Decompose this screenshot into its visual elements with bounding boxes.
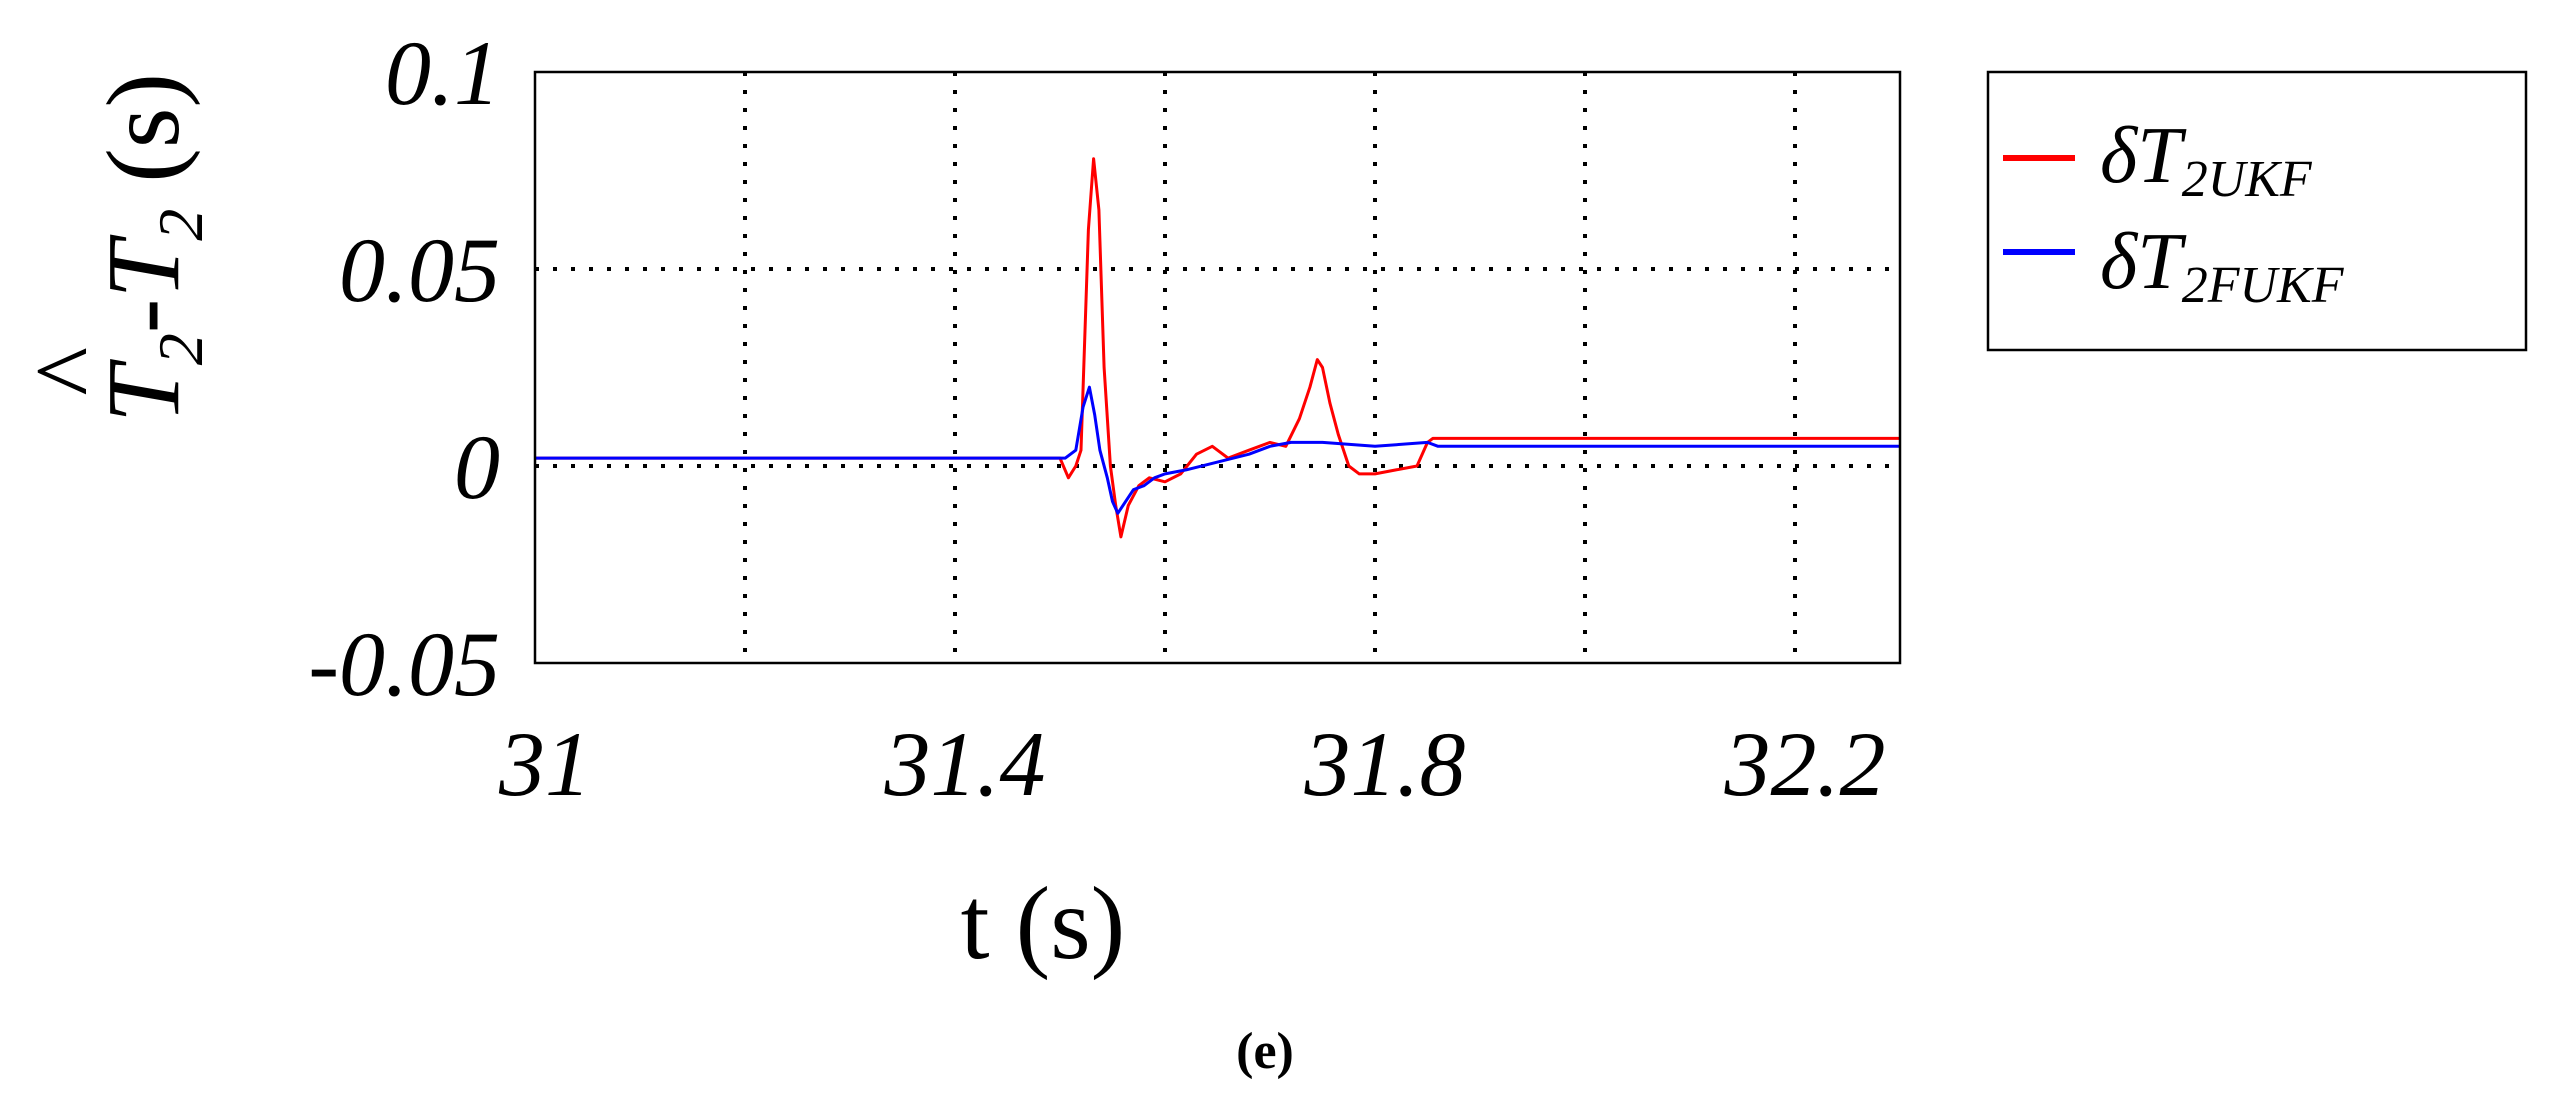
figure-caption: (e) <box>1236 1023 1294 1080</box>
y-tick-label: 0 <box>454 416 500 518</box>
y-tick-label: -0.05 <box>308 613 500 715</box>
series-lines <box>535 157 1900 539</box>
svg-text:T2-T2 (s): T2-T2 (s) <box>86 73 216 423</box>
y-tick-label: 0.1 <box>385 22 500 124</box>
y-axis-hat: ^ <box>14 348 129 398</box>
y-tick-labels: -0.05 0 0.05 0.1 <box>308 22 500 715</box>
x-tick-label: 31.8 <box>1304 713 1466 815</box>
series-line-fukf <box>535 385 1900 515</box>
legend-label-ukf: δT2UKF <box>2100 112 2313 208</box>
grid-lines <box>535 72 1900 663</box>
x-tick-labels: 31 31.4 31.8 32.2 <box>498 713 1886 815</box>
x-tick-label: 32.2 <box>1724 713 1886 815</box>
plot-frame <box>533 70 1902 665</box>
legend-label-fukf: δT2FUKF <box>2100 218 2345 314</box>
y-tick-label: 0.05 <box>339 219 500 321</box>
x-tick-label: 31 <box>498 713 591 815</box>
x-tick-label: 31.4 <box>884 713 1046 815</box>
legend: δT2UKF δT2FUKF <box>1986 70 2528 352</box>
y-axis-title: T2-T2 (s) ^ <box>14 73 216 423</box>
x-axis-title: t (s) <box>961 866 1126 981</box>
series-line-ukf <box>535 157 1900 539</box>
legend-box <box>1986 70 2528 352</box>
